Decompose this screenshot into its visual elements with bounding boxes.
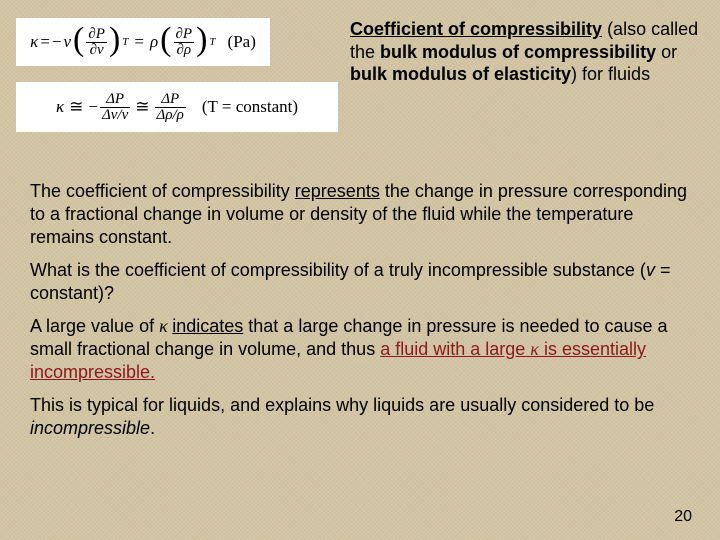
page-number: 20 [674, 508, 692, 526]
p4c: . [150, 418, 155, 438]
lparen: ( [73, 23, 84, 57]
equation-1: κ = − v ( ∂P ∂v ) T = ρ ( ∂P ∂ρ ) T (Pa) [16, 18, 270, 66]
fraction-4: ΔP Δρ/ρ [155, 92, 186, 123]
paragraph-2: What is the coefficient of compressibili… [30, 259, 690, 305]
dv: ∂v [86, 43, 107, 58]
sub-T-2: T [209, 36, 215, 48]
neg-2: − [88, 97, 98, 117]
paragraph-1: The coefficient of compressibility repre… [30, 180, 690, 249]
rho-symbol: ρ [150, 32, 158, 52]
p4a: This is typical for liquids, and explain… [30, 395, 654, 415]
sub-T-1: T [122, 36, 128, 48]
neg: − [52, 32, 62, 52]
approx-2: ≅ [135, 97, 149, 117]
dP2: ∂P [174, 27, 195, 43]
p4b: incompressible [30, 418, 150, 438]
p3b: κ [159, 316, 172, 336]
p3f: κ [530, 339, 539, 359]
paragraph-3: A large value of κ indicates that a larg… [30, 315, 690, 384]
equals: = [40, 32, 50, 52]
approx-1: ≅ [69, 97, 83, 117]
equation-2: κ ≅ − ΔP Δv/v ≅ ΔP Δρ/ρ (T = constant) [16, 82, 338, 132]
paragraph-4: This is typical for liquids, and explain… [30, 394, 690, 440]
fraction-2: ∂P ∂ρ [174, 27, 195, 58]
p1a: The coefficient of compressibility [30, 181, 295, 201]
header-line2c: or [656, 42, 677, 62]
rparen: ) [109, 23, 120, 57]
dP-b: ΔP [155, 92, 186, 108]
dP-a: ΔP [100, 92, 130, 108]
lparen-2: ( [160, 23, 171, 57]
p3c: indicates [172, 316, 243, 336]
p2a: What is the coefficient of compressibili… [30, 260, 646, 280]
equation-1-content: κ = − v ( ∂P ∂v ) T = ρ ( ∂P ∂ρ ) T (Pa) [30, 25, 256, 59]
header-line2e: ) for fluids [571, 64, 650, 84]
header-line2d: bulk modulus of elasticity [350, 64, 571, 84]
v-symbol: v [64, 32, 72, 52]
p3e: a fluid with a large [380, 339, 530, 359]
p2b: v [646, 260, 655, 280]
equals-2: = [134, 32, 144, 52]
t-constant: (T = constant) [202, 97, 298, 117]
dP: ∂P [86, 27, 107, 43]
header-line2b: bulk modulus of compressibility [380, 42, 656, 62]
rparen-2: ) [196, 23, 207, 57]
body-block: The coefficient of compressibility repre… [30, 180, 690, 450]
fraction-3: ΔP Δv/v [100, 92, 130, 123]
drr: Δρ/ρ [155, 108, 186, 123]
p3a: A large value of [30, 316, 159, 336]
dvv: Δv/v [100, 108, 130, 123]
page-title: Coefficient of compressibility [350, 19, 602, 39]
kappa-symbol-2: κ [56, 97, 64, 117]
kappa-symbol: κ [30, 32, 38, 52]
equation-2-content: κ ≅ − ΔP Δv/v ≅ ΔP Δρ/ρ (T = constant) [56, 92, 298, 123]
unit-pa: (Pa) [228, 32, 256, 52]
p1b: represents [295, 181, 380, 201]
drho: ∂ρ [174, 43, 195, 58]
header-block: Coefficient of compressibility (also cal… [350, 18, 700, 86]
fraction-1: ∂P ∂v [86, 27, 107, 58]
